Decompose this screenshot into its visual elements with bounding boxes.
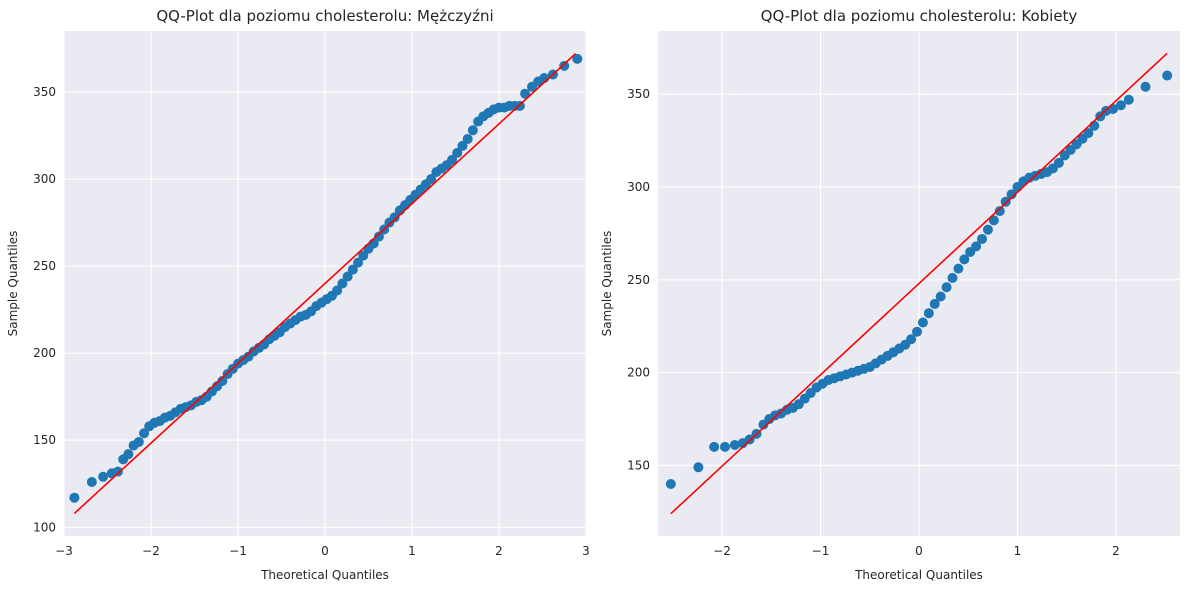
x-tick-label: 0 [321, 544, 329, 558]
data-point [988, 215, 999, 226]
data-point [358, 250, 369, 261]
data-point [457, 140, 468, 151]
data-point [452, 147, 463, 158]
data-point [917, 317, 928, 328]
chart-title: QQ-Plot dla poziomu cholesterolu: Kobiet… [761, 7, 1078, 25]
chart-title: QQ-Plot dla poziomu cholesterolu: Mężczy… [156, 7, 493, 25]
data-point [559, 60, 570, 71]
chart-panel-1: −3 −2 −1 0 1 2 3 100 150 200 250 300 350 QQ-Plot dla … [6, 7, 590, 582]
data-point [953, 263, 964, 274]
data-point [98, 471, 109, 482]
chart-panel-2: −2 −1 0 1 2 150 200 250 300 350 QQ-Plot dla poziom… [600, 7, 1180, 582]
x-tick-label: 2 [1112, 544, 1120, 558]
y-tick-label: 250 [33, 259, 56, 273]
x-axis-label: Theoretical Quantiles [854, 568, 983, 582]
x-tick-label: −3 [55, 544, 73, 558]
x-tick-label: 1 [1014, 544, 1022, 558]
data-point [1162, 70, 1173, 81]
data-point [353, 257, 364, 268]
x-tick-label: −2 [713, 544, 731, 558]
data-point [337, 278, 348, 289]
x-tick-label: 2 [495, 544, 503, 558]
data-point [1115, 100, 1126, 111]
data-point [462, 133, 473, 144]
data-point [342, 271, 353, 282]
data-point [719, 441, 730, 452]
x-tick-label: −1 [812, 544, 830, 558]
data-point [1006, 189, 1017, 200]
data-point [665, 479, 676, 490]
data-point [935, 291, 946, 302]
data-point [123, 449, 134, 460]
data-point [217, 376, 228, 387]
data-point [693, 462, 704, 473]
data-point [971, 241, 982, 252]
data-point [389, 212, 400, 223]
data-point [912, 326, 923, 337]
y-tick-label: 250 [627, 273, 650, 287]
data-point [923, 308, 934, 319]
data-point [929, 298, 940, 309]
data-point [520, 88, 531, 99]
x-tick-label: −1 [229, 544, 247, 558]
x-tick-label: −2 [142, 544, 160, 558]
data-point [906, 334, 917, 345]
data-point [1140, 81, 1151, 92]
data-point [1083, 128, 1094, 139]
reference-line [73, 53, 577, 514]
y-tick-label: 100 [33, 520, 56, 534]
data-point [426, 174, 437, 185]
data-point [977, 233, 988, 244]
reference-line [670, 52, 1168, 515]
data-point [347, 264, 358, 275]
data-point [139, 428, 150, 439]
data-point [959, 254, 970, 265]
data-point [709, 441, 720, 452]
data-point [947, 272, 958, 283]
y-tick-label: 350 [33, 85, 56, 99]
data-point [982, 224, 993, 235]
data-point [112, 466, 123, 477]
data-point [729, 440, 740, 451]
x-tick-label: 1 [408, 544, 416, 558]
data-point [332, 285, 343, 296]
y-tick-label: 300 [33, 172, 56, 186]
data-point [941, 282, 952, 293]
data-point [467, 125, 478, 136]
data-point [1089, 120, 1100, 131]
data-point [86, 477, 97, 488]
y-tick-label: 350 [627, 87, 650, 101]
y-axis-label: Sample Quantiles [600, 231, 614, 337]
y-tick-label: 150 [33, 433, 56, 447]
data-point [373, 231, 384, 242]
y-tick-label: 300 [627, 180, 650, 194]
x-tick-label: 3 [582, 544, 590, 558]
y-tick-label: 150 [627, 458, 650, 472]
x-tick-label: 0 [915, 544, 923, 558]
y-axis-label: Sample Quantiles [6, 231, 20, 337]
data-point [69, 492, 80, 503]
y-tick-label: 200 [33, 346, 56, 360]
data-point [1123, 94, 1134, 105]
data-point [447, 154, 458, 165]
data-point [133, 436, 144, 447]
data-point [572, 53, 583, 64]
x-axis-label: Theoretical Quantiles [260, 568, 389, 582]
data-point [1000, 196, 1011, 207]
data-point [994, 206, 1005, 217]
data-point [1053, 157, 1064, 168]
y-tick-label: 200 [627, 366, 650, 380]
